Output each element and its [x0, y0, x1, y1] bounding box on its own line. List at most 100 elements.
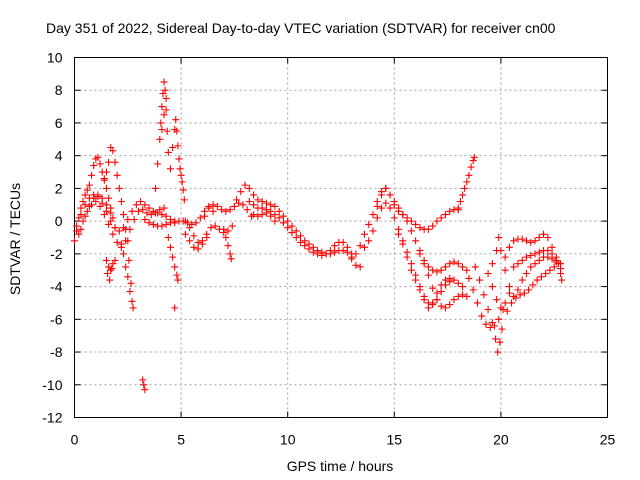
data-point	[505, 243, 513, 251]
x-tick-label: 10	[280, 432, 296, 448]
data-point	[395, 204, 403, 212]
data-point	[83, 207, 91, 215]
data-point	[535, 256, 543, 264]
data-point	[360, 243, 368, 251]
y-axis-label: SDTVAR / TECUs	[7, 183, 23, 295]
data-point	[343, 243, 351, 251]
data-point	[180, 196, 188, 204]
data-point	[284, 217, 292, 225]
data-point	[128, 207, 136, 215]
data-point	[158, 211, 166, 219]
data-point	[484, 306, 492, 313]
data-point	[250, 201, 258, 209]
data-point	[463, 178, 471, 186]
data-point	[145, 204, 153, 212]
data-point	[373, 214, 381, 222]
data-point	[527, 263, 535, 271]
data-point	[365, 220, 373, 228]
data-point	[529, 281, 537, 289]
y-tick-label: 0	[55, 213, 63, 229]
data-point	[149, 220, 157, 228]
data-point	[522, 253, 530, 261]
data-point	[102, 184, 110, 192]
data-point	[98, 194, 106, 202]
data-point	[420, 296, 428, 304]
data-point	[386, 191, 394, 199]
data-point	[245, 184, 253, 192]
data-point	[107, 266, 115, 274]
data-point	[141, 201, 149, 209]
data-point	[424, 225, 432, 233]
data-point	[540, 230, 548, 238]
data-point	[508, 299, 516, 307]
data-point	[493, 296, 501, 304]
data-point	[429, 266, 437, 274]
data-point	[482, 320, 490, 328]
data-point	[77, 211, 85, 219]
data-point	[174, 276, 182, 284]
data-point	[77, 204, 85, 212]
data-point	[134, 207, 142, 215]
data-point	[192, 219, 200, 227]
data-point	[501, 266, 509, 274]
data-point	[120, 250, 128, 258]
data-point	[162, 212, 170, 220]
y-tick-label: 10	[47, 50, 63, 66]
data-point	[552, 253, 560, 261]
data-point	[275, 214, 283, 222]
data-point	[437, 302, 445, 310]
data-point	[166, 219, 174, 227]
data-point	[88, 171, 96, 179]
data-point	[267, 201, 275, 209]
data-point	[527, 238, 535, 246]
data-point	[198, 240, 206, 248]
data-point	[407, 266, 415, 274]
data-point	[331, 242, 339, 250]
data-point	[516, 291, 524, 299]
data-point	[105, 220, 113, 228]
data-point	[122, 225, 130, 233]
data-point	[296, 232, 304, 240]
data-point	[196, 214, 204, 222]
data-point	[230, 202, 238, 210]
data-point	[111, 256, 119, 264]
data-point	[554, 260, 562, 268]
data-point	[81, 191, 89, 199]
data-point	[213, 202, 221, 210]
data-point	[473, 299, 481, 307]
data-point	[166, 243, 174, 251]
chart-title: Day 351 of 2022, Sidereal Day-to-day VTE…	[46, 20, 556, 36]
data-point	[177, 171, 185, 179]
data-point	[156, 135, 164, 143]
data-point	[454, 292, 462, 300]
data-point	[122, 263, 130, 271]
data-point	[90, 162, 98, 169]
data-point	[488, 260, 496, 268]
data-point	[173, 271, 181, 279]
data-point	[258, 204, 266, 212]
data-point	[109, 230, 117, 238]
data-point	[548, 243, 556, 251]
data-point	[90, 194, 98, 202]
data-point	[132, 201, 140, 209]
data-point	[190, 232, 198, 240]
data-point	[102, 168, 110, 176]
data-point	[416, 286, 424, 294]
data-point	[469, 157, 477, 165]
data-point	[469, 286, 477, 294]
data-point	[94, 191, 102, 199]
data-point	[365, 237, 373, 245]
data-point	[520, 289, 528, 297]
data-point	[75, 230, 83, 238]
data-point	[446, 207, 454, 215]
data-point	[437, 214, 445, 222]
data-point	[390, 198, 398, 205]
data-point	[424, 263, 432, 271]
data-point	[454, 279, 462, 287]
data-point	[459, 263, 467, 271]
data-point	[81, 212, 89, 220]
data-point	[163, 127, 171, 135]
data-point	[486, 324, 494, 331]
data-point	[360, 230, 368, 238]
data-point	[156, 206, 164, 214]
